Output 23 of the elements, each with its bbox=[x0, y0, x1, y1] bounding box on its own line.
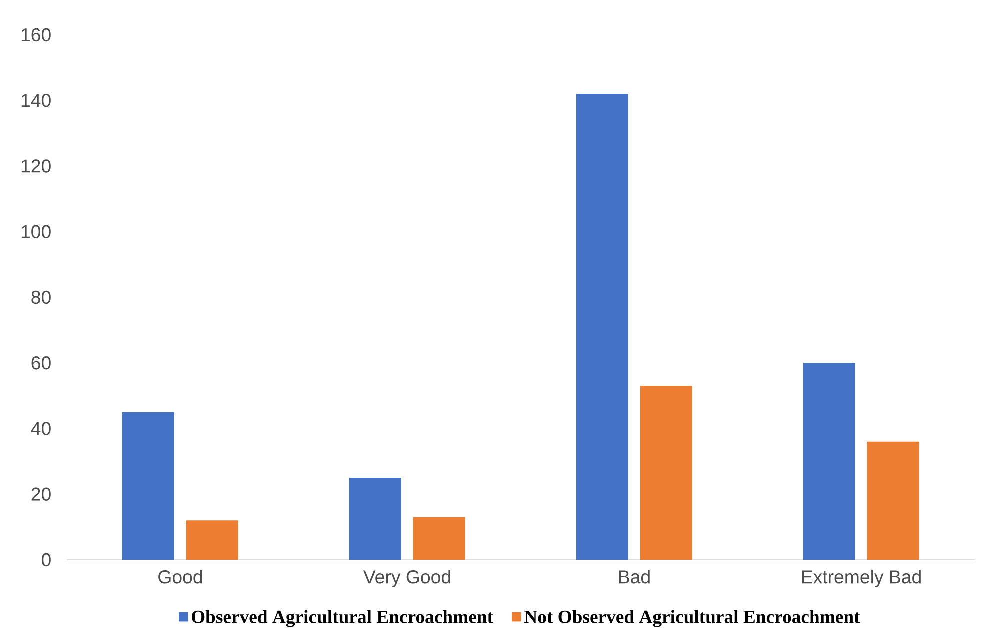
bar bbox=[122, 412, 174, 560]
bar bbox=[186, 520, 239, 560]
bar bbox=[868, 442, 920, 560]
bar bbox=[804, 363, 856, 560]
bar bbox=[414, 517, 466, 560]
y-tick-label: 120 bbox=[22, 160, 51, 173]
legend-label: Not Observed Agricultural Encroachment bbox=[524, 610, 860, 628]
bar bbox=[350, 478, 402, 560]
x-tick-label: Good bbox=[158, 570, 202, 584]
y-tick-label: 0 bbox=[42, 553, 51, 567]
legend-label: Observed Agricultural Encroachment bbox=[192, 610, 494, 628]
y-tick-label: 80 bbox=[32, 290, 51, 304]
x-tick-label: Very Good bbox=[363, 570, 450, 588]
x-tick-label: Extremely Bad bbox=[802, 570, 921, 588]
bar bbox=[576, 94, 629, 560]
y-tick-label: 140 bbox=[22, 94, 51, 108]
bar bbox=[640, 386, 693, 560]
y-tick-label: 40 bbox=[31, 422, 51, 436]
y-tick-label: 60 bbox=[32, 356, 51, 370]
y-tick-label: 100 bbox=[22, 225, 51, 238]
x-tick-label: Bad bbox=[619, 570, 650, 584]
y-tick-label: 160 bbox=[22, 28, 51, 42]
y-tick-label: 20 bbox=[32, 488, 51, 501]
